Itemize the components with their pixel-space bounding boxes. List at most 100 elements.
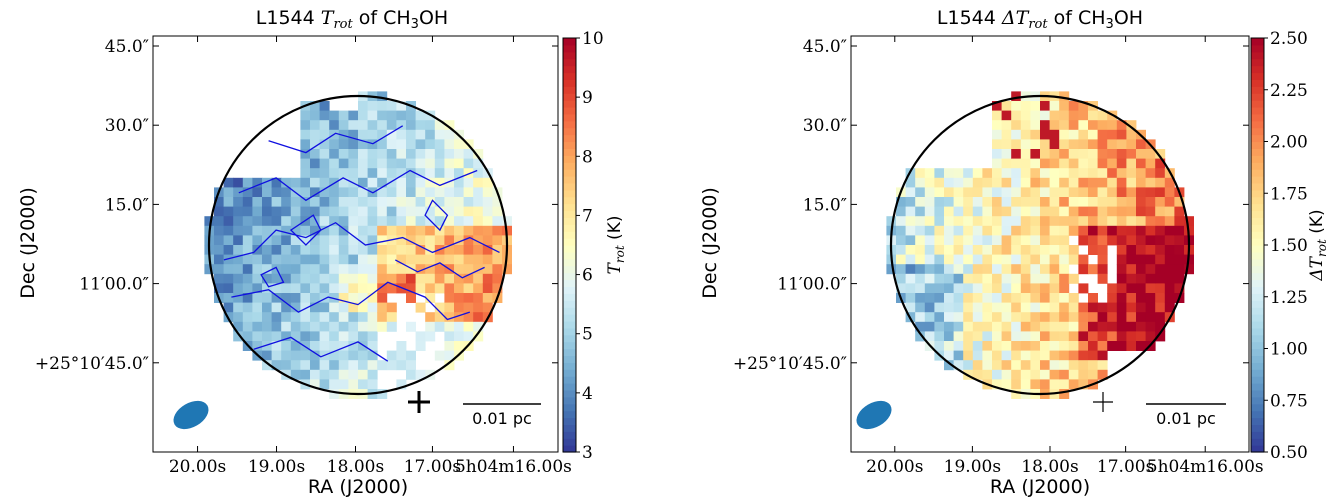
heatmap-cell bbox=[434, 197, 445, 207]
heatmap-cell bbox=[963, 293, 974, 303]
heatmap-cell bbox=[406, 283, 416, 294]
heatmap-cell bbox=[310, 225, 320, 236]
position-marker bbox=[1093, 392, 1113, 412]
heatmap-cell bbox=[252, 177, 263, 188]
heatmap-cell bbox=[348, 158, 359, 169]
heatmap-cell bbox=[1040, 110, 1050, 121]
heatmap-cell bbox=[1078, 360, 1089, 371]
heatmap-cell bbox=[1126, 225, 1137, 236]
heatmap-cell bbox=[1030, 331, 1041, 342]
heatmap-cell bbox=[1030, 149, 1041, 159]
heatmap-cell bbox=[982, 197, 993, 207]
heatmap-cell bbox=[1030, 101, 1041, 111]
heatmap-cell bbox=[358, 139, 368, 150]
heatmap-cell bbox=[473, 149, 484, 159]
heatmap-cell bbox=[396, 206, 407, 217]
heatmap-cell bbox=[1097, 168, 1108, 179]
heatmap-cell bbox=[1068, 216, 1079, 227]
heatmap-cell bbox=[982, 187, 993, 198]
heatmap-cell bbox=[1107, 341, 1118, 351]
heatmap-cell bbox=[992, 341, 1002, 351]
heatmap-cell bbox=[1078, 139, 1089, 150]
heatmap-cell bbox=[386, 283, 397, 294]
heatmap-cell bbox=[358, 129, 368, 140]
heatmap-cell bbox=[377, 235, 388, 246]
heatmap-cell bbox=[972, 216, 983, 227]
heatmap-cell bbox=[1078, 341, 1089, 351]
heatmap-cell bbox=[1155, 283, 1166, 294]
heatmap-cell bbox=[406, 158, 416, 169]
heatmap-cell bbox=[396, 264, 407, 275]
heatmap-cell bbox=[463, 254, 474, 265]
heatmap-cell bbox=[271, 197, 282, 207]
heatmap-cell bbox=[262, 341, 272, 351]
heatmap-cell bbox=[1088, 360, 1098, 371]
heatmap-cell bbox=[1097, 206, 1108, 217]
heatmap-cell bbox=[934, 273, 945, 284]
heatmap-cell bbox=[1136, 245, 1146, 255]
heatmap-cell bbox=[1088, 216, 1098, 227]
heatmap-cell bbox=[386, 216, 397, 227]
heatmap-cell bbox=[406, 216, 416, 227]
heatmap-cell bbox=[972, 206, 983, 217]
heatmap-cell bbox=[886, 216, 897, 227]
heatmap-cell bbox=[425, 312, 436, 323]
heatmap-cell bbox=[1020, 110, 1031, 121]
heatmap-cell bbox=[1030, 129, 1041, 140]
heatmap-cell bbox=[1059, 350, 1070, 361]
heatmap-cell bbox=[1030, 177, 1041, 188]
heatmap-cell bbox=[444, 245, 455, 255]
heatmap-cell bbox=[223, 206, 234, 217]
heatmap-cell bbox=[963, 264, 974, 275]
colorbar-tick-label: 9 bbox=[582, 88, 593, 108]
heatmap-cell bbox=[281, 197, 292, 207]
heatmap-cell bbox=[367, 245, 378, 255]
heatmap-cell bbox=[434, 321, 445, 332]
heatmap-cell bbox=[454, 293, 464, 303]
heatmap-cell bbox=[1059, 312, 1070, 323]
heatmap-cell bbox=[415, 331, 426, 342]
heatmap-cell bbox=[992, 264, 1002, 275]
heatmap-cell bbox=[1164, 245, 1175, 255]
heatmap-cell bbox=[377, 216, 388, 227]
y-tick-label: 15.0″ bbox=[105, 195, 149, 215]
colorbar-segment bbox=[1251, 258, 1264, 267]
y-tick-label: 11′00.0″ bbox=[777, 275, 847, 295]
heatmap-cell bbox=[386, 321, 397, 332]
heatmap-cell bbox=[300, 139, 311, 150]
heatmap-cell bbox=[367, 197, 378, 207]
heatmap-cell bbox=[992, 350, 1002, 361]
heatmap-cell bbox=[1049, 149, 1060, 159]
heatmap-cell bbox=[444, 312, 455, 323]
heatmap-cell bbox=[1068, 197, 1079, 207]
heatmap-cell bbox=[1020, 283, 1031, 294]
heatmap-cell bbox=[1145, 158, 1156, 169]
heatmap-cell bbox=[1116, 235, 1127, 246]
heatmap-cell bbox=[963, 245, 974, 255]
heatmap-cell bbox=[386, 206, 397, 217]
heatmap-cell bbox=[972, 283, 983, 294]
heatmap-cell bbox=[1040, 216, 1050, 227]
heatmap-cell bbox=[463, 264, 474, 275]
heatmap-cell bbox=[1164, 273, 1175, 284]
heatmap-cell bbox=[1059, 139, 1070, 150]
heatmap-cell bbox=[1068, 245, 1079, 255]
colorbar-tick-label: 8 bbox=[582, 147, 593, 167]
heatmap-cell bbox=[1174, 283, 1185, 294]
heatmap-cell bbox=[915, 254, 926, 265]
heatmap-cell bbox=[271, 235, 282, 246]
heatmap-cell bbox=[982, 264, 993, 275]
heatmap-cell bbox=[1174, 216, 1185, 227]
heatmap-cell bbox=[1001, 350, 1012, 361]
heatmap-cell bbox=[1068, 206, 1079, 217]
heatmap-cell bbox=[1116, 120, 1127, 131]
heatmap-cell bbox=[262, 360, 272, 371]
colorbar-segment bbox=[563, 176, 576, 184]
heatmap-cell bbox=[1030, 110, 1041, 121]
heatmap-cell bbox=[1126, 283, 1137, 294]
scale-bar-label: 0.01 pc bbox=[472, 409, 532, 428]
heatmap-cell bbox=[1020, 216, 1031, 227]
colorbar-segment bbox=[563, 113, 576, 122]
heatmap-cell bbox=[358, 350, 368, 361]
heatmap-cells bbox=[204, 91, 512, 399]
